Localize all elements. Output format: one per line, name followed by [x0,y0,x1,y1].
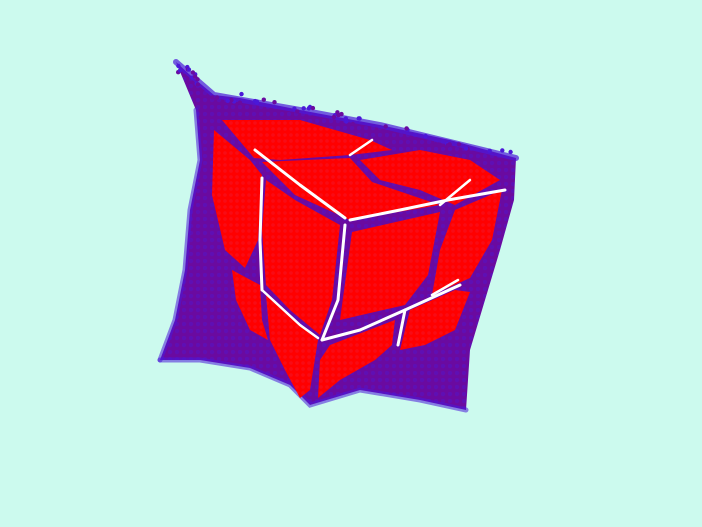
point-speckle [192,74,198,79]
point-speckle [343,116,348,121]
facelet-top-right [360,150,500,205]
point-speckle [463,146,469,151]
point-speckles [176,63,513,155]
cube-left-edge [157,107,203,363]
facelet-center-left [262,180,340,335]
cube-facelets [212,120,502,398]
point-speckle [310,105,316,111]
facelet-right-lower [400,290,470,350]
point-speckle [190,70,196,75]
point-speckle [508,149,513,155]
seam-top-right [438,178,472,207]
point-speckle [176,63,181,69]
facelet-seams [253,138,507,347]
facelet-right-edge [432,190,502,295]
point-speckle [433,142,438,147]
point-speckle [195,82,201,87]
facelet-right-upper [340,212,440,320]
point-speckle [445,143,450,148]
point-speckle [487,148,492,153]
point-speckle [229,97,234,103]
point-speckle [177,68,183,73]
point-speckle [301,106,306,111]
seam-top-upper [348,138,374,157]
point-speckle [383,124,388,129]
seam-bottom-vertical [396,308,407,347]
seam-left-vertical [258,176,264,292]
point-speckle [239,91,244,97]
point-speckle [254,100,260,105]
seam-top-horizontal [348,188,507,222]
facelet-bottom-left [266,295,318,398]
facelet-bottom-center [318,320,395,398]
point-speckle [500,148,505,153]
point-speckle [186,67,192,72]
facelet-left-lower [232,270,268,340]
point-speckle [295,109,300,114]
point-speckle [292,106,297,111]
point-speckle [456,142,462,147]
point-speckle [423,133,428,139]
point-speckle [356,116,361,121]
point-speckle [215,95,220,100]
point-speckle [210,95,215,100]
point-speckle [237,100,243,105]
point-speckle [339,111,344,117]
seam-lower-horizontal [320,283,462,342]
point-speckle [261,97,266,102]
seam-right-lower [430,278,460,297]
facelet-top-back [222,120,392,160]
point-speckle [331,114,337,120]
seam-left-lower [260,288,320,340]
point-speckle [225,98,230,104]
facelet-top-center [262,158,440,220]
facelet-left-upper [212,130,262,268]
point-speckle [350,121,356,127]
point-speckle [404,126,409,131]
seam-center-vertical [320,223,347,342]
point-speckle [272,100,277,105]
seam-top-vertical [253,148,347,220]
